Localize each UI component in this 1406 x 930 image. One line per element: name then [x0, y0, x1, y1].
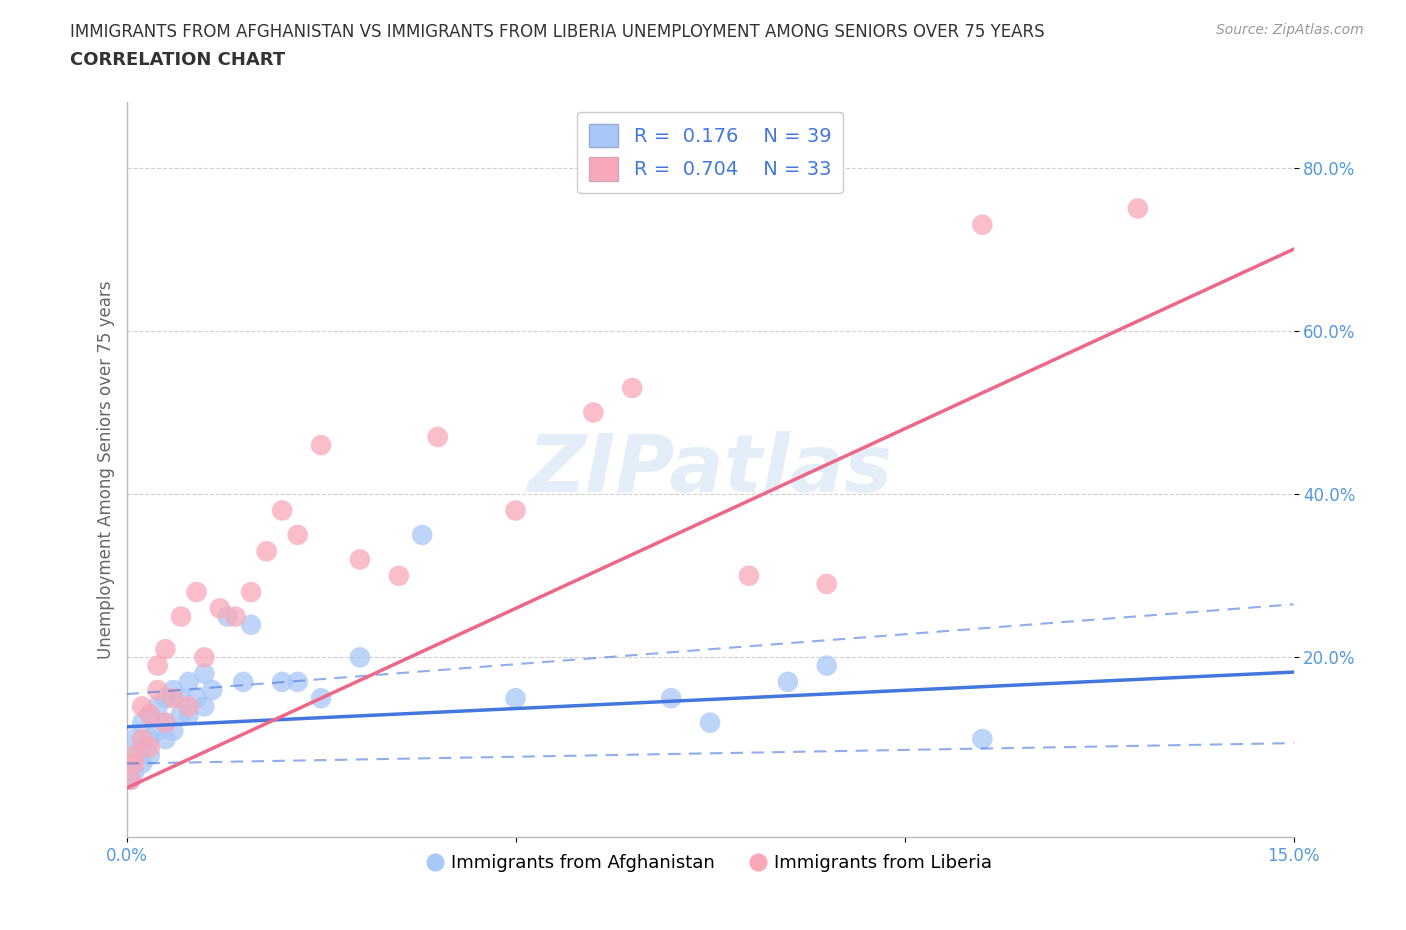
Point — [411, 527, 433, 542]
Text: CORRELATION CHART: CORRELATION CHART — [70, 51, 285, 69]
Point — [170, 609, 193, 624]
Point — [162, 683, 184, 698]
Point — [201, 683, 224, 698]
Point — [240, 585, 263, 600]
Point — [349, 650, 371, 665]
Point — [177, 674, 200, 689]
Point — [124, 732, 146, 747]
Point — [309, 691, 332, 706]
Point — [146, 658, 169, 673]
Point — [139, 748, 162, 763]
Point — [186, 585, 208, 600]
Y-axis label: Unemployment Among Seniors over 75 years: Unemployment Among Seniors over 75 years — [97, 281, 115, 658]
Point — [217, 609, 239, 624]
Legend: Immigrants from Afghanistan, Immigrants from Liberia: Immigrants from Afghanistan, Immigrants … — [420, 847, 1000, 880]
Point — [193, 699, 215, 714]
Point — [162, 724, 184, 738]
Point — [972, 218, 994, 232]
Point — [309, 438, 332, 453]
Point — [240, 618, 263, 632]
Point — [287, 674, 309, 689]
Point — [124, 756, 146, 771]
Point — [131, 732, 153, 747]
Point — [131, 699, 153, 714]
Point — [120, 773, 142, 788]
Point — [287, 527, 309, 542]
Point — [177, 707, 200, 722]
Point — [776, 674, 799, 689]
Point — [388, 568, 411, 583]
Text: ZIPatlas: ZIPatlas — [527, 431, 893, 509]
Point — [738, 568, 761, 583]
Point — [193, 666, 215, 681]
Point — [659, 691, 682, 706]
Point — [155, 732, 177, 747]
Point — [232, 674, 254, 689]
Point — [155, 642, 177, 657]
Point — [120, 773, 142, 788]
Point — [208, 601, 231, 616]
Point — [131, 739, 153, 754]
Point — [505, 503, 527, 518]
Point — [155, 715, 177, 730]
Point — [139, 707, 162, 722]
Point — [582, 405, 605, 420]
Point — [170, 707, 193, 722]
Point — [271, 674, 294, 689]
Point — [271, 503, 294, 518]
Point — [124, 748, 146, 763]
Point — [349, 552, 371, 567]
Point — [177, 699, 200, 714]
Point — [131, 715, 153, 730]
Point — [146, 683, 169, 698]
Point — [146, 724, 169, 738]
Point — [505, 691, 527, 706]
Point — [193, 650, 215, 665]
Point — [146, 699, 169, 714]
Point — [1126, 201, 1149, 216]
Point — [131, 756, 153, 771]
Point — [186, 691, 208, 706]
Point — [139, 732, 162, 747]
Point — [139, 707, 162, 722]
Point — [815, 577, 838, 591]
Point — [124, 764, 146, 779]
Point — [162, 691, 184, 706]
Point — [621, 380, 644, 395]
Point — [699, 715, 721, 730]
Point — [139, 739, 162, 754]
Text: Source: ZipAtlas.com: Source: ZipAtlas.com — [1216, 23, 1364, 37]
Point — [256, 544, 278, 559]
Point — [815, 658, 838, 673]
Point — [155, 715, 177, 730]
Point — [170, 691, 193, 706]
Point — [155, 691, 177, 706]
Point — [426, 430, 449, 445]
Text: IMMIGRANTS FROM AFGHANISTAN VS IMMIGRANTS FROM LIBERIA UNEMPLOYMENT AMONG SENIOR: IMMIGRANTS FROM AFGHANISTAN VS IMMIGRANT… — [70, 23, 1045, 41]
Point — [972, 732, 994, 747]
Point — [224, 609, 246, 624]
Point — [124, 748, 146, 763]
